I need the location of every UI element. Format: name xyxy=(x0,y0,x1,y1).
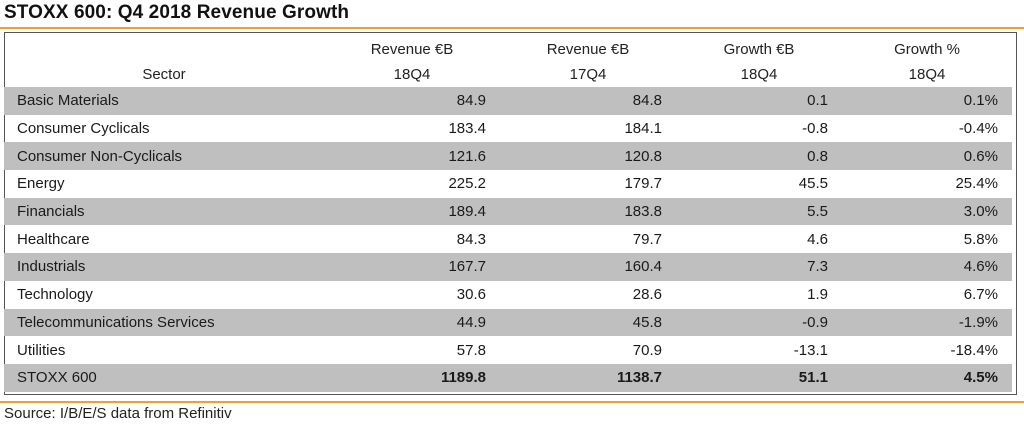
value-cell: 84.3 xyxy=(456,230,486,248)
chart-title: STOXX 600: Q4 2018 Revenue Growth xyxy=(4,2,350,23)
value-cell: 79.7 xyxy=(632,230,662,248)
value-cell: 5.5 xyxy=(676,197,842,226)
value-cell: 6.7% xyxy=(963,286,998,304)
value-cell: 70.9 xyxy=(632,341,662,359)
source-rule xyxy=(0,401,1024,403)
value-cell: 4.6 xyxy=(807,230,828,248)
sector-cell: Telecommunications Services xyxy=(4,308,324,337)
source-note: Source: I/B/E/S data from Refinitiv xyxy=(4,405,232,422)
sector-cell: Financials xyxy=(4,197,324,226)
sector-cell: Basic Materials xyxy=(4,87,324,115)
value-cell: -18.4% xyxy=(950,341,998,359)
table-row: Utilities 57.8 70.9 -13.1 -18.4% xyxy=(4,336,1012,364)
total-row: STOXX 600 1189.8 1138.7 51.1 4.5% xyxy=(4,363,1012,392)
value-cell: 1138.7 xyxy=(500,363,676,392)
value-cell: -13.1 xyxy=(793,341,828,359)
value-cell: -0.4% xyxy=(958,120,998,138)
value-cell: 30.6 xyxy=(456,286,486,304)
value-cell: 179.7 xyxy=(624,175,662,193)
value-cell: 167.7 xyxy=(324,253,500,281)
header-row-bottom: Sector 18Q4 17Q4 18Q4 18Q4 xyxy=(4,62,1012,87)
value-cell: 120.8 xyxy=(500,142,676,171)
value-cell: 51.1 xyxy=(676,363,842,392)
value-cell: 1189.8 xyxy=(324,363,500,392)
table-row: Industrials 167.7 160.4 7.3 4.6% xyxy=(4,253,1012,281)
header-cell xyxy=(4,37,324,62)
value-cell: 1.9 xyxy=(807,286,828,304)
header-cell: 18Q4 xyxy=(908,66,946,83)
value-cell: 225.2 xyxy=(448,175,486,193)
value-cell: 0.1 xyxy=(676,87,842,115)
table-row: Telecommunications Services 44.9 45.8 -0.9-… xyxy=(4,308,1012,337)
table-row: Consumer Cyclicals 183.4 184.1 -0.8 -0.4% xyxy=(4,115,1012,143)
table-row: Technology 30.6 28.6 1.9 6.7% xyxy=(4,281,1012,309)
header-cell: Revenue €B xyxy=(546,41,630,58)
value-cell: 57.8 xyxy=(456,341,486,359)
value-cell: 28.6 xyxy=(632,286,662,304)
value-cell: 45.5 xyxy=(798,175,828,193)
sector-cell: STOXX 600 xyxy=(4,363,324,392)
table-body: Basic Materials 84.9 84.8 0.1 0.1% Consumer C… xyxy=(4,87,1012,392)
value-cell: 4.6% xyxy=(842,253,1012,281)
value-cell: -0.9 xyxy=(676,308,842,337)
value-cell: 5.8% xyxy=(963,230,998,248)
header-cell: Growth €B xyxy=(723,41,795,58)
sector-cell: Utilities xyxy=(17,341,66,359)
sector-cell: Industrials xyxy=(4,253,324,281)
sector-cell: Consumer Non-Cyclicals xyxy=(4,142,324,171)
value-cell: 183.4 xyxy=(448,120,486,138)
sector-cell: Healthcare xyxy=(17,230,90,248)
table-row: Financials 189.4 183.8 5.5 3.0% xyxy=(4,197,1012,226)
sector-cell: Energy xyxy=(17,175,65,193)
value-cell: 121.6 xyxy=(324,142,500,171)
value-cell: 160.4 xyxy=(500,253,676,281)
table-row: Consumer Non-Cyclicals 121.6 120.8 0.8 0.6% xyxy=(4,142,1012,171)
value-cell: 45.8 xyxy=(500,308,676,337)
header-cell: 18Q4 xyxy=(740,66,778,83)
table-row: Healthcare 84.3 79.7 4.6 5.8% xyxy=(4,225,1012,253)
table-row: Energy 225.2 179.7 45.5 25.4% xyxy=(4,170,1012,198)
value-cell: 0.1% xyxy=(842,87,1012,115)
revenue-growth-table: Revenue €B Revenue €B Growth €B Growth %… xyxy=(4,37,1012,392)
header-cell: 17Q4 xyxy=(569,66,607,83)
value-cell: 84.8 xyxy=(500,87,676,115)
value-cell: 3.0% xyxy=(842,197,1012,226)
table-row: Basic Materials 84.9 84.8 0.1 0.1% xyxy=(4,87,1012,115)
value-cell: 189.4 xyxy=(324,197,500,226)
value-cell: 44.9 xyxy=(324,308,500,337)
header-cell: Sector xyxy=(142,66,186,83)
value-cell: -1.9% xyxy=(842,308,1012,337)
value-cell: 0.8 xyxy=(676,142,842,171)
value-cell: 183.8 xyxy=(500,197,676,226)
value-cell: 0.6% xyxy=(842,142,1012,171)
header-cell: 18Q4 xyxy=(393,66,431,83)
header-cell: Growth % xyxy=(894,41,960,58)
value-cell: 25.4% xyxy=(955,175,998,193)
value-cell: 4.5% xyxy=(842,363,1012,392)
value-cell: 84.9 xyxy=(324,87,500,115)
sector-cell: Consumer Cyclicals xyxy=(17,120,150,138)
value-cell: 7.3 xyxy=(676,253,842,281)
header-cell: Revenue €B xyxy=(370,41,454,58)
sector-cell: Technology xyxy=(17,286,93,304)
title-underline-rule xyxy=(0,27,1024,29)
value-cell: -0.8 xyxy=(802,120,828,138)
value-cell: 184.1 xyxy=(624,120,662,138)
header-row-top: Revenue €B Revenue €B Growth €B Growth % xyxy=(4,37,1012,62)
